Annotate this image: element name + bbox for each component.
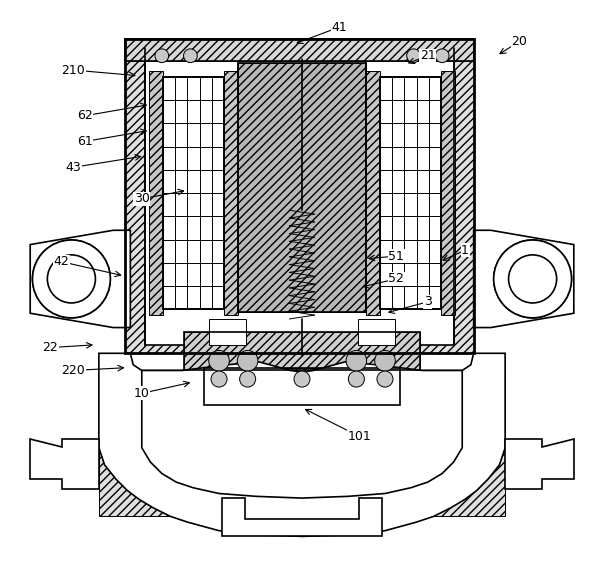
Bar: [184, 332, 420, 370]
Polygon shape: [474, 230, 574, 328]
Bar: [204, 367, 400, 405]
Bar: [124, 39, 474, 62]
Bar: [204, 367, 400, 405]
Circle shape: [377, 371, 393, 387]
Bar: [358, 319, 394, 345]
Circle shape: [493, 240, 571, 318]
Circle shape: [47, 255, 95, 303]
Bar: [184, 332, 420, 370]
Circle shape: [518, 264, 547, 293]
Text: 10: 10: [134, 387, 150, 400]
Bar: [149, 71, 163, 315]
Text: 101: 101: [347, 430, 371, 443]
Circle shape: [237, 350, 258, 371]
Circle shape: [209, 350, 230, 371]
Circle shape: [435, 49, 449, 63]
Bar: [124, 39, 474, 353]
Text: 43: 43: [65, 161, 81, 174]
Text: 20: 20: [512, 35, 527, 48]
Circle shape: [509, 255, 557, 303]
Circle shape: [493, 240, 571, 318]
Bar: [124, 39, 474, 353]
Bar: [210, 319, 246, 345]
Text: 21: 21: [420, 49, 435, 62]
Text: 220: 220: [61, 364, 85, 377]
Circle shape: [184, 49, 198, 63]
Circle shape: [406, 49, 420, 63]
Circle shape: [294, 371, 310, 387]
Circle shape: [240, 371, 255, 387]
Circle shape: [155, 49, 169, 63]
Bar: [238, 63, 366, 312]
Text: 62: 62: [77, 109, 92, 122]
Circle shape: [374, 350, 395, 371]
Bar: [163, 77, 224, 309]
Bar: [99, 373, 505, 516]
Circle shape: [33, 240, 111, 318]
Text: 41: 41: [332, 21, 347, 34]
Polygon shape: [30, 439, 99, 489]
Bar: [380, 77, 441, 309]
Bar: [238, 63, 366, 312]
Text: 51: 51: [388, 250, 404, 263]
Bar: [124, 39, 474, 62]
Circle shape: [33, 240, 111, 318]
Text: 61: 61: [77, 135, 92, 148]
Bar: [380, 77, 441, 309]
Polygon shape: [30, 230, 130, 328]
Polygon shape: [505, 439, 574, 489]
Circle shape: [349, 371, 364, 387]
Circle shape: [47, 255, 95, 303]
Text: 3: 3: [424, 296, 432, 308]
Circle shape: [509, 255, 557, 303]
Bar: [144, 48, 454, 345]
Bar: [224, 71, 238, 315]
Text: 42: 42: [54, 255, 69, 269]
Text: 210: 210: [61, 64, 85, 76]
Circle shape: [211, 371, 227, 387]
Bar: [163, 77, 224, 309]
Bar: [441, 71, 455, 315]
Text: 30: 30: [134, 192, 150, 205]
Text: 52: 52: [388, 273, 404, 285]
Text: 1: 1: [461, 244, 469, 257]
Bar: [366, 71, 380, 315]
Circle shape: [346, 350, 367, 371]
Polygon shape: [222, 498, 382, 536]
Text: 22: 22: [42, 341, 58, 354]
Polygon shape: [142, 362, 462, 498]
Circle shape: [57, 264, 86, 293]
Polygon shape: [99, 353, 505, 536]
